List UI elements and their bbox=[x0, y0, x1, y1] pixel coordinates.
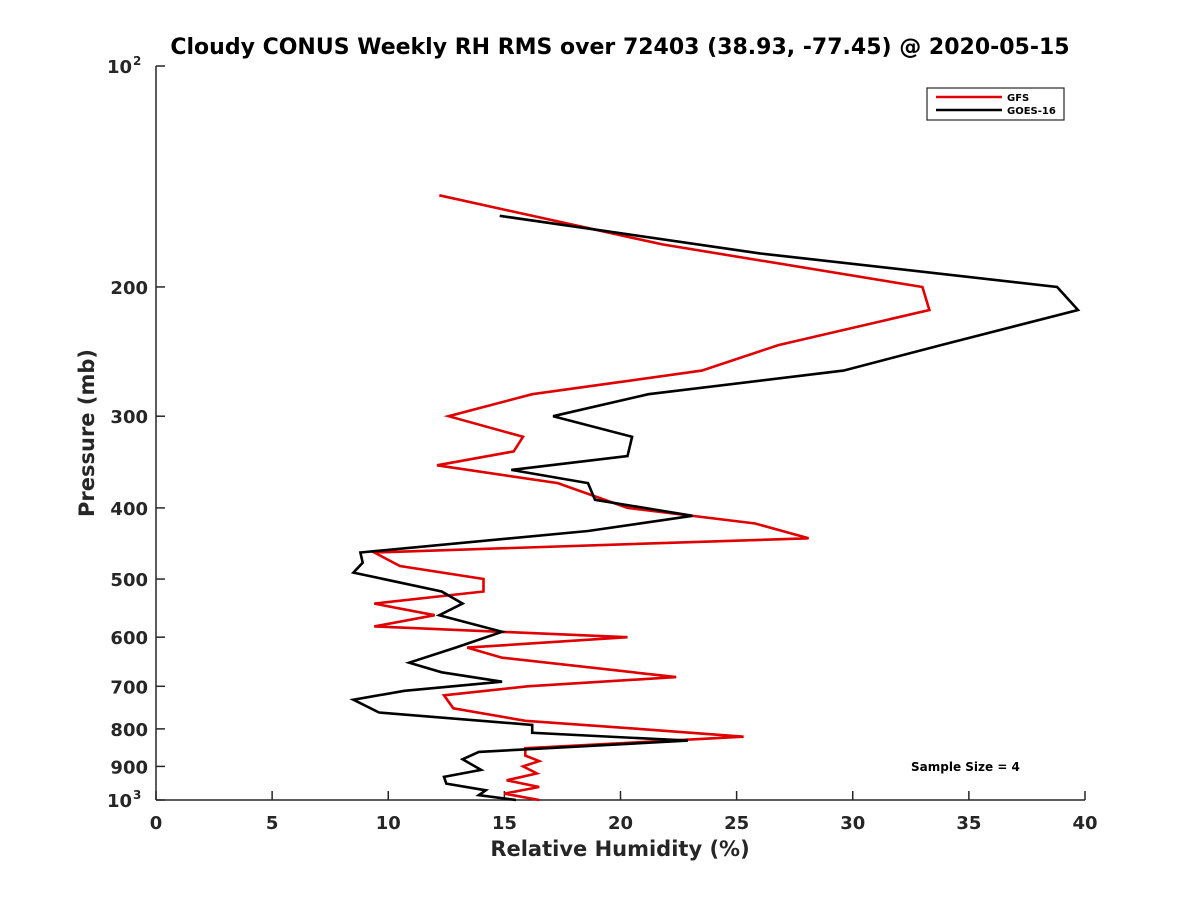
x-tick-label: 5 bbox=[266, 813, 279, 834]
x-tick-label: 25 bbox=[724, 813, 749, 834]
series-layer bbox=[349, 194, 1081, 802]
x-tick-label: 35 bbox=[956, 813, 981, 834]
series-line-gfs bbox=[369, 194, 932, 802]
x-tick-label: 30 bbox=[840, 813, 865, 834]
y-tick-label: 700 bbox=[110, 677, 148, 698]
y-tick-label: 300 bbox=[110, 407, 148, 428]
x-tick-label: 40 bbox=[1072, 813, 1097, 834]
legend-box bbox=[926, 87, 1065, 121]
y-tick-label: 800 bbox=[110, 720, 148, 741]
legend-label-goes16: GOES-16 bbox=[1007, 106, 1056, 117]
legend-label-gfs: GFS bbox=[1007, 93, 1029, 104]
x-tick-label: 15 bbox=[492, 813, 517, 834]
plot-area: 0 5 10 15 20 25 30 35 40 10 220030040050060070080… bbox=[107, 54, 1098, 834]
chart-title: Cloudy CONUS Weekly RH RMS over 72403 (3… bbox=[170, 35, 1069, 60]
sample-size-annotation: Sample Size = 4 bbox=[911, 760, 1020, 774]
x-tick-label: 20 bbox=[608, 813, 633, 834]
y-tick-label: 500 bbox=[110, 570, 148, 591]
x-axis-ticks: 0 5 10 15 20 25 30 35 40 bbox=[150, 791, 1098, 834]
y-axis-label: Pressure (mb) bbox=[75, 349, 99, 517]
y-tick-label: 200 bbox=[110, 278, 148, 299]
legend: GFS GOES-16 bbox=[926, 87, 1065, 121]
x-tick-label: 10 bbox=[376, 813, 401, 834]
y-tick-exponent: 3 bbox=[133, 788, 141, 802]
y-tick-label: 400 bbox=[110, 499, 148, 520]
y-tick-label: 10 bbox=[107, 791, 132, 812]
x-tick-label: 0 bbox=[150, 813, 163, 834]
series-line-goes-16 bbox=[349, 214, 1081, 802]
y-tick-exponent: 2 bbox=[133, 54, 141, 68]
y-tick-label: 900 bbox=[110, 757, 148, 778]
y-tick-label: 600 bbox=[110, 628, 148, 649]
x-axis-label: Relative Humidity (%) bbox=[490, 837, 749, 861]
y-tick-label: 10 bbox=[107, 57, 132, 78]
